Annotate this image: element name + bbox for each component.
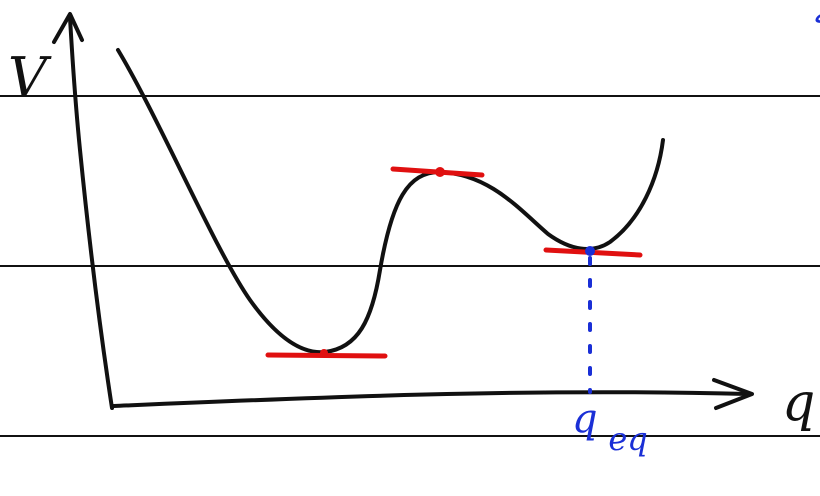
stationary-point-minimum-left bbox=[320, 349, 328, 357]
x-axis-arrowhead bbox=[712, 378, 754, 410]
potential-curve bbox=[116, 48, 665, 355]
equilibrium-label: q eq bbox=[572, 396, 648, 458]
y-axis-arrowhead bbox=[52, 12, 84, 44]
header-note: بدون حرکت ، ابزار و وسیله bbox=[812, 0, 820, 33]
x-axis bbox=[112, 390, 750, 408]
equilibrium-point bbox=[585, 246, 595, 256]
y-axis-label: V bbox=[8, 46, 52, 109]
equilibrium-label-main: q bbox=[572, 396, 598, 442]
stationary-point-maximum bbox=[435, 167, 445, 177]
y-axis bbox=[68, 16, 114, 410]
equilibrium-label-subscript: eq bbox=[608, 420, 647, 458]
x-axis-label: q bbox=[782, 373, 815, 433]
